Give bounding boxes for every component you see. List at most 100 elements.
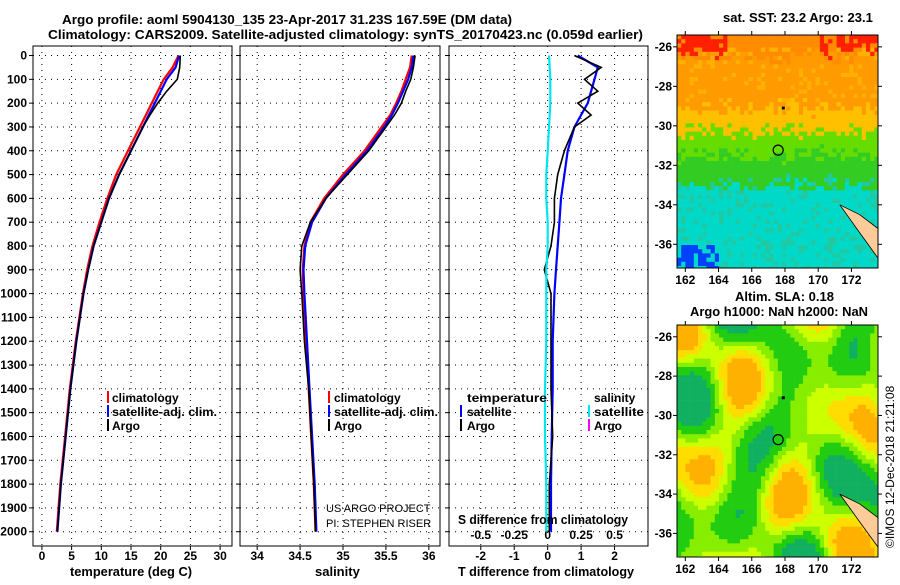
heatmap-cell: [769, 485, 774, 490]
heatmap-cell: [715, 405, 720, 410]
heatmap-cell: [807, 396, 812, 401]
heatmap-cell: [761, 359, 766, 364]
heatmap-cell: [816, 153, 821, 158]
heatmap-cell: [790, 123, 795, 128]
heatmap-cell: [774, 455, 779, 460]
heatmap-cell: [694, 241, 699, 246]
heatmap-cell: [824, 102, 829, 107]
heatmap-cell: [816, 258, 821, 263]
heatmap-cell: [698, 338, 703, 343]
heatmap-cell: [824, 447, 829, 452]
heatmap-cell: [845, 123, 850, 128]
heatmap-cell: [753, 48, 758, 53]
heatmap-cell: [698, 413, 703, 418]
heatmap-cell: [744, 69, 749, 74]
heatmap-cell: [757, 262, 762, 267]
heatmap-cell: [832, 144, 837, 149]
heatmap-cell: [803, 359, 808, 364]
heatmap-cell: [837, 140, 842, 145]
heatmap-cell: [774, 430, 779, 435]
heatmap-cell: [874, 52, 878, 57]
heatmap-cell: [774, 354, 779, 359]
heatmap-cell: [740, 388, 745, 393]
heatmap-cell: [761, 174, 766, 179]
heatmap-cell: [862, 447, 867, 452]
heatmap-cell: [727, 190, 732, 195]
heatmap-cell: [769, 43, 774, 48]
heatmap-cell: [765, 417, 770, 422]
heatmap-cell: [719, 375, 724, 380]
heatmap-cell: [778, 232, 783, 237]
heatmap-cell: [694, 258, 699, 263]
heatmap-cell: [736, 115, 741, 120]
heatmap-cell: [744, 493, 749, 498]
heatmap-cell: [698, 253, 703, 258]
heatmap-cell: [719, 468, 724, 473]
heatmap-cell: [715, 132, 720, 137]
heatmap-cell: [715, 98, 720, 103]
heatmap-cell: [803, 476, 808, 481]
heatmap-cell: [694, 493, 699, 498]
heatmap-cell: [719, 39, 724, 44]
heatmap-cell: [677, 350, 682, 355]
heatmap-cell: [719, 144, 724, 149]
heatmap-cell: [811, 161, 816, 166]
heatmap-cell: [862, 422, 867, 427]
heatmap-cell: [690, 174, 695, 179]
heatmap-cell: [694, 384, 699, 389]
heatmap-cell: [757, 73, 762, 78]
heatmap-cell: [736, 464, 741, 469]
heatmap-cell: [824, 90, 829, 95]
heatmap-cell: [816, 380, 821, 385]
heatmap-cell: [715, 472, 720, 477]
heatmap-cell: [685, 392, 690, 397]
heatmap-cell: [803, 342, 808, 347]
heatmap-cell: [706, 426, 711, 431]
heatmap-cell: [858, 493, 863, 498]
heatmap-cell: [702, 480, 707, 485]
heatmap-cell: [874, 211, 878, 216]
heatmap-cell: [795, 174, 800, 179]
heatmap-cell: [874, 338, 878, 343]
heatmap-cell: [681, 157, 686, 162]
heatmap-cell: [740, 350, 745, 355]
heatmap-cell: [774, 178, 779, 183]
heatmap-cell: [690, 501, 695, 506]
heatmap-cell: [816, 85, 821, 90]
heatmap-cell: [740, 140, 745, 145]
xtick-label: 166: [742, 273, 762, 287]
heatmap-cell: [790, 90, 795, 95]
heatmap-cell: [757, 237, 762, 242]
heatmap-cell: [778, 464, 783, 469]
heatmap-cell: [828, 371, 833, 376]
heatmap-cell: [845, 94, 850, 99]
heatmap-cell: [706, 106, 711, 111]
heatmap-cell: [719, 392, 724, 397]
heatmap-cell: [782, 363, 787, 368]
heatmap-cell: [719, 94, 724, 99]
heatmap-cell: [811, 127, 816, 131]
heatmap-cell: [858, 363, 863, 368]
heatmap-cell: [774, 77, 779, 82]
heatmap-cell: [853, 182, 858, 187]
heatmap-cell: [698, 485, 703, 490]
heatmap-cell: [702, 380, 707, 385]
heatmap-cell: [778, 48, 783, 53]
heatmap-cell: [862, 253, 867, 258]
heatmap-cell: [858, 333, 863, 338]
heatmap-cell: [862, 69, 867, 74]
heatmap-cell: [744, 216, 749, 221]
heatmap-cell: [807, 417, 812, 422]
heatmap-cell: [849, 165, 854, 170]
heatmap-cell: [837, 417, 842, 422]
heatmap-cell: [828, 148, 833, 153]
heatmap-cell: [681, 472, 686, 477]
heatmap-cell: [866, 464, 871, 469]
heatmap-cell: [828, 258, 833, 263]
heatmap-cell: [727, 199, 732, 204]
heatmap-cell: [782, 73, 787, 78]
heatmap-cell: [706, 329, 711, 334]
heatmap-cell: [711, 367, 716, 372]
heatmap-cell: [807, 380, 812, 385]
xtick-label: 2: [611, 549, 618, 563]
